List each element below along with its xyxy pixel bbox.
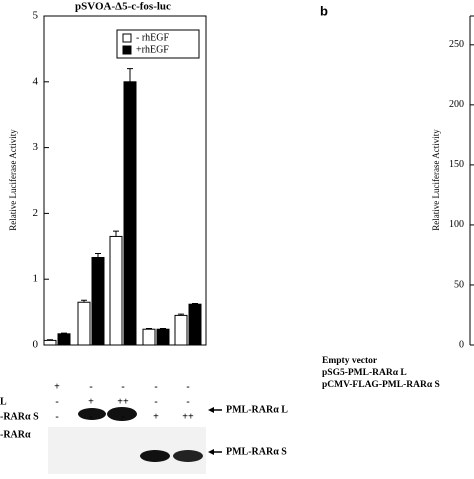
y-tick-label: 2 bbox=[33, 207, 39, 219]
y-tick-label: 3 bbox=[33, 141, 39, 153]
condition: - bbox=[55, 411, 58, 422]
error-bar bbox=[192, 303, 198, 305]
legend-label: +rhEGF bbox=[136, 44, 169, 55]
legend-label: - rhEGF bbox=[136, 32, 169, 43]
bar bbox=[174, 314, 188, 346]
blot-band bbox=[107, 407, 137, 421]
condition: - bbox=[121, 381, 124, 392]
error-bar bbox=[81, 299, 87, 303]
y-tick-label: 150 bbox=[449, 159, 464, 170]
condition: - bbox=[55, 396, 58, 407]
error-bar bbox=[127, 68, 133, 82]
y-tick-label: 1 bbox=[33, 273, 39, 285]
condition: - bbox=[89, 411, 92, 422]
y-tick-label: 250 bbox=[449, 39, 464, 50]
blot-band bbox=[140, 450, 170, 462]
legend-swatch bbox=[122, 33, 132, 43]
blot-band bbox=[173, 450, 203, 462]
row-label: -RARα S bbox=[0, 411, 39, 422]
y-tick-label: 200 bbox=[449, 99, 464, 110]
bar bbox=[109, 235, 123, 346]
condition: + bbox=[88, 396, 94, 407]
error-bar bbox=[113, 230, 119, 237]
condition: - bbox=[89, 381, 92, 392]
error-bar bbox=[178, 313, 184, 316]
row-label: pSG5-PML-RARα L bbox=[322, 368, 407, 378]
blot bbox=[48, 427, 206, 474]
condition: - bbox=[186, 381, 189, 392]
y-tick-label: 100 bbox=[449, 219, 464, 230]
y-tick-label: 4 bbox=[33, 75, 39, 87]
bar bbox=[91, 256, 105, 346]
bar bbox=[123, 81, 137, 346]
blot-band bbox=[78, 408, 106, 420]
condition: - bbox=[121, 411, 124, 422]
band-label: PML-RARα L bbox=[226, 404, 288, 415]
condition: + bbox=[153, 411, 159, 422]
error-bar bbox=[95, 253, 101, 258]
bar bbox=[77, 301, 91, 346]
error-bar bbox=[160, 328, 166, 330]
legend-swatch bbox=[122, 45, 132, 55]
row-label: Empty vector bbox=[322, 356, 378, 366]
bar bbox=[57, 333, 71, 346]
y-axis-label: Relative Luciferase Activity bbox=[431, 129, 441, 231]
y-tick-label: 0 bbox=[459, 339, 464, 350]
panel-label: b bbox=[320, 3, 328, 18]
y-tick-label: 0 bbox=[33, 339, 39, 351]
y-tick-label: 5 bbox=[33, 10, 39, 22]
row-label: pCMV-FLAG-PML-RARα S bbox=[322, 380, 440, 390]
y-tick-label: 50 bbox=[454, 279, 464, 290]
chart-title: pSVOA-Δ5-c-fos-luc bbox=[75, 1, 171, 13]
error-bar bbox=[146, 328, 152, 330]
y-axis-label: Relative Luciferase Activity bbox=[8, 129, 18, 231]
condition: - bbox=[154, 396, 157, 407]
error-bar bbox=[47, 339, 53, 341]
bar bbox=[43, 339, 57, 346]
condition: - bbox=[186, 396, 189, 407]
band-label: PML-RARα S bbox=[226, 446, 287, 457]
condition: ++ bbox=[182, 411, 194, 422]
bar bbox=[142, 328, 156, 346]
bar bbox=[156, 328, 170, 346]
row-label: L bbox=[0, 396, 7, 407]
condition: - bbox=[154, 381, 157, 392]
arrow-head bbox=[208, 449, 214, 455]
condition: ++ bbox=[117, 396, 129, 407]
arrow-head bbox=[208, 407, 214, 413]
error-bar bbox=[61, 332, 67, 334]
bar bbox=[188, 303, 202, 346]
condition: + bbox=[54, 381, 60, 392]
blot-label: -RARα bbox=[0, 429, 31, 440]
